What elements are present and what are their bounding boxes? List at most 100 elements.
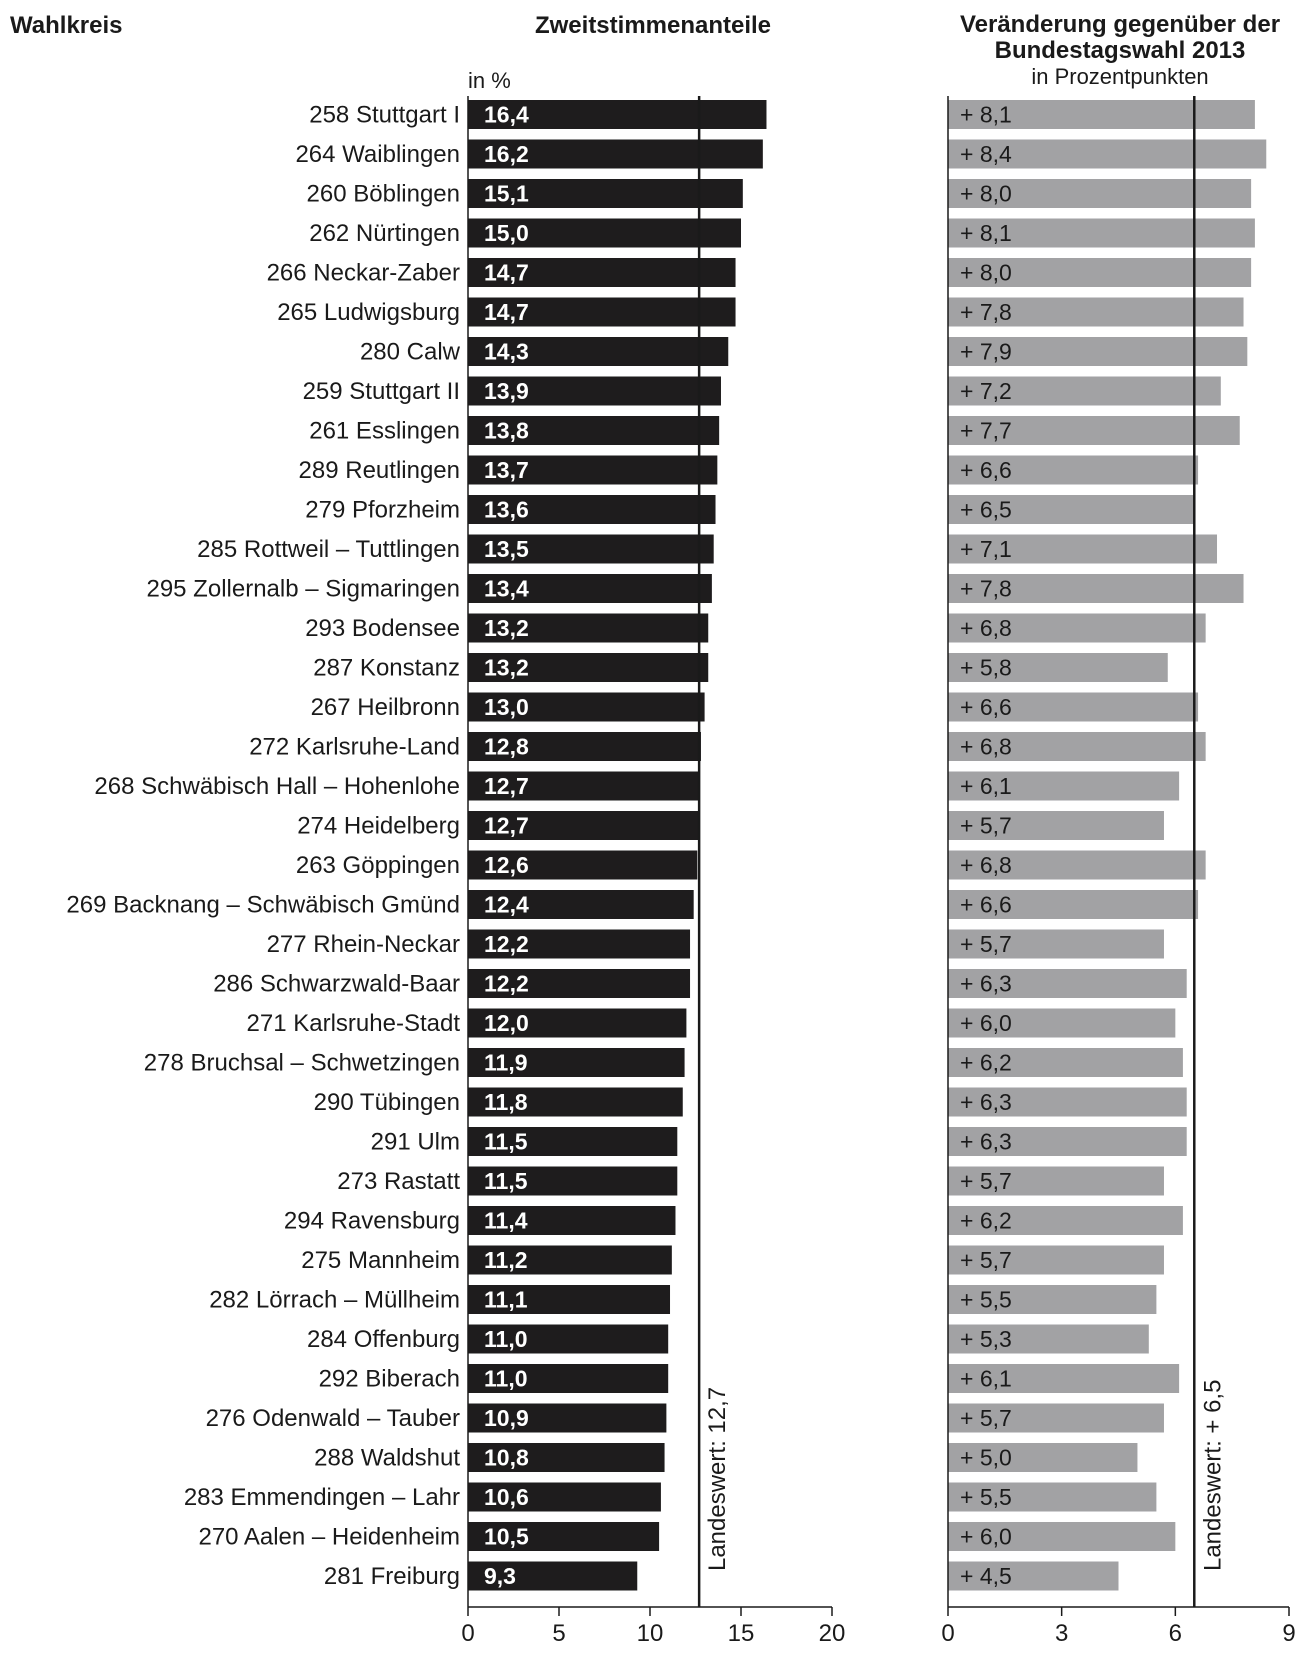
- change-value-label: + 6,2: [960, 1208, 1012, 1234]
- category-label: 271 Karlsruhe-Stadt: [247, 1010, 461, 1037]
- share-value-label: 11,8: [484, 1089, 528, 1115]
- category-label: 291 Ulm: [371, 1129, 460, 1156]
- share-value-label: 10,6: [484, 1484, 529, 1510]
- change-bar: [948, 1087, 1187, 1117]
- change-value-label: + 6,6: [960, 694, 1012, 720]
- share-bar: [468, 179, 743, 208]
- category-label: 293 Bodensee: [305, 615, 460, 642]
- column-header-wahlkreis: Wahlkreis: [10, 12, 123, 39]
- change-bar: [948, 1048, 1183, 1077]
- share-value-label: 11,5: [484, 1168, 528, 1194]
- share-tick-label: 15: [728, 1620, 755, 1647]
- share-bar: [468, 495, 716, 524]
- change-tick-label: 0: [941, 1620, 954, 1647]
- share-bar: [468, 1285, 671, 1314]
- share-bar: [468, 258, 736, 287]
- share-bar: [468, 1443, 665, 1472]
- share-value-label: 13,8: [484, 418, 529, 444]
- change-value-label: + 5,7: [960, 931, 1012, 957]
- share-tick-label: 5: [552, 1620, 565, 1647]
- column-header-zweitstimmen: Zweitstimmenanteile: [534, 12, 772, 39]
- share-value-label: 12,2: [484, 931, 529, 957]
- change-value-label: + 5,0: [960, 1445, 1012, 1471]
- share-value-label: 13,6: [484, 497, 529, 523]
- share-value-label: 10,8: [484, 1445, 529, 1471]
- category-label: 295 Zollernalb – Sigmaringen: [146, 576, 460, 603]
- change-bar: [948, 613, 1206, 643]
- share-bar: [468, 416, 720, 445]
- change-value-label: + 6,8: [960, 615, 1012, 641]
- share-value-label: 14,3: [484, 339, 529, 365]
- category-label: 289 Reutlingen: [299, 457, 460, 484]
- category-label: 260 Böblingen: [307, 181, 460, 208]
- change-value-label: + 5,3: [960, 1326, 1012, 1352]
- category-label: 267 Heilbronn: [311, 694, 460, 721]
- change-value-label: + 6,6: [960, 457, 1012, 483]
- change-value-label: + 6,3: [960, 1089, 1012, 1115]
- change-bar: [948, 376, 1221, 406]
- category-label: 275 Mannheim: [301, 1247, 460, 1274]
- category-label: 268 Schwäbisch Hall – Hohenlohe: [94, 773, 460, 800]
- change-value-label: + 5,5: [960, 1484, 1012, 1510]
- category-label: 266 Neckar-Zaber: [267, 260, 460, 287]
- share-bar: [468, 1008, 687, 1038]
- share-value-label: 12,4: [484, 892, 529, 918]
- change-value-label: + 5,8: [960, 655, 1012, 681]
- change-tick-label: 6: [1169, 1620, 1182, 1647]
- share-bar: [468, 732, 701, 761]
- change-value-label: + 6,1: [960, 1366, 1012, 1392]
- share-reference-label: Landeswert: 12,7: [704, 1387, 731, 1571]
- share-value-label: 14,7: [484, 260, 529, 286]
- change-bar: [948, 337, 1248, 366]
- change-value-label: + 5,5: [960, 1287, 1012, 1313]
- share-value-label: 11,2: [484, 1247, 528, 1273]
- share-bar: [468, 1087, 683, 1117]
- share-value-label: 12,6: [484, 852, 529, 878]
- change-value-label: + 6,5: [960, 497, 1012, 523]
- share-bar: [468, 100, 767, 129]
- category-label: 282 Lörrach – Müllheim: [209, 1287, 460, 1314]
- category-label: 270 Aalen – Heidenheim: [198, 1524, 460, 1551]
- share-value-label: 12,8: [484, 734, 529, 760]
- category-label: 292 Biberach: [319, 1366, 460, 1393]
- share-value-label: 13,0: [484, 694, 529, 720]
- share-bar: [468, 1522, 660, 1551]
- change-value-label: + 6,8: [960, 734, 1012, 760]
- change-bar: [948, 1443, 1138, 1472]
- share-bar: [468, 771, 700, 801]
- share-bar: [468, 1561, 638, 1591]
- change-bar: [948, 811, 1164, 840]
- change-bar: [948, 1285, 1157, 1314]
- share-tick-label: 20: [819, 1620, 846, 1647]
- share-bar: [468, 850, 698, 880]
- share-bar: [468, 613, 709, 643]
- share-value-label: 11,5: [484, 1129, 528, 1155]
- share-value-label: 14,7: [484, 299, 529, 325]
- change-bar: [948, 1324, 1149, 1354]
- category-label: 262 Nürtingen: [309, 220, 460, 247]
- change-bar: [948, 692, 1199, 722]
- share-bar: [468, 218, 741, 248]
- share-value-label: 16,4: [484, 102, 529, 128]
- change-value-label: + 6,1: [960, 773, 1012, 799]
- category-label: 287 Konstanz: [313, 655, 460, 682]
- column-header-change: Veränderung gegenüber der Bundestagswahl…: [935, 12, 1305, 90]
- share-value-label: 12,7: [484, 813, 529, 839]
- category-label: 259 Stuttgart II: [303, 378, 460, 405]
- share-bar: [468, 297, 736, 327]
- change-value-label: + 6,2: [960, 1050, 1012, 1076]
- change-bar: [948, 218, 1255, 248]
- share-bar: [468, 890, 694, 919]
- change-bar: [948, 969, 1187, 998]
- change-bar: [948, 1166, 1164, 1196]
- share-tick-label: 0: [461, 1620, 474, 1647]
- change-bar: [948, 100, 1255, 129]
- change-value-label: + 6,3: [960, 971, 1012, 997]
- category-label: 280 Calw: [360, 339, 461, 366]
- share-bar: [468, 653, 709, 682]
- share-bar: [468, 692, 705, 722]
- share-bar: [468, 376, 721, 406]
- change-value-label: + 7,8: [960, 299, 1012, 325]
- share-bar: [468, 1206, 676, 1235]
